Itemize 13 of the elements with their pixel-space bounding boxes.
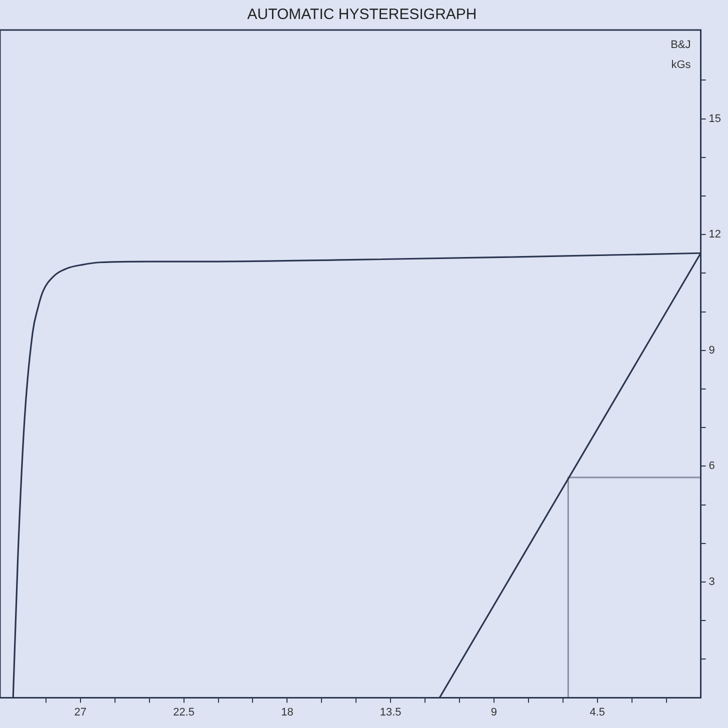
- x-tick-label: 22.5: [173, 706, 195, 718]
- y-axis-title: B&J kGs: [670, 39, 692, 71]
- y-tick-label: 9: [708, 344, 715, 356]
- y-tick-label: 3: [708, 576, 715, 588]
- x-tick-label: 4.5: [590, 706, 606, 718]
- y-tick-label: 12: [708, 228, 722, 241]
- chart-title: AUTOMATIC HYSTERESIGRAPH: [247, 6, 477, 24]
- x-tick-label: 27: [74, 706, 87, 718]
- y-tick-label: 15: [708, 112, 722, 125]
- x-tick-label: 18: [281, 706, 294, 718]
- y-tick-label: 6: [708, 460, 715, 472]
- x-tick-label: 9: [490, 706, 498, 718]
- x-tick-label: 13.5: [380, 706, 402, 718]
